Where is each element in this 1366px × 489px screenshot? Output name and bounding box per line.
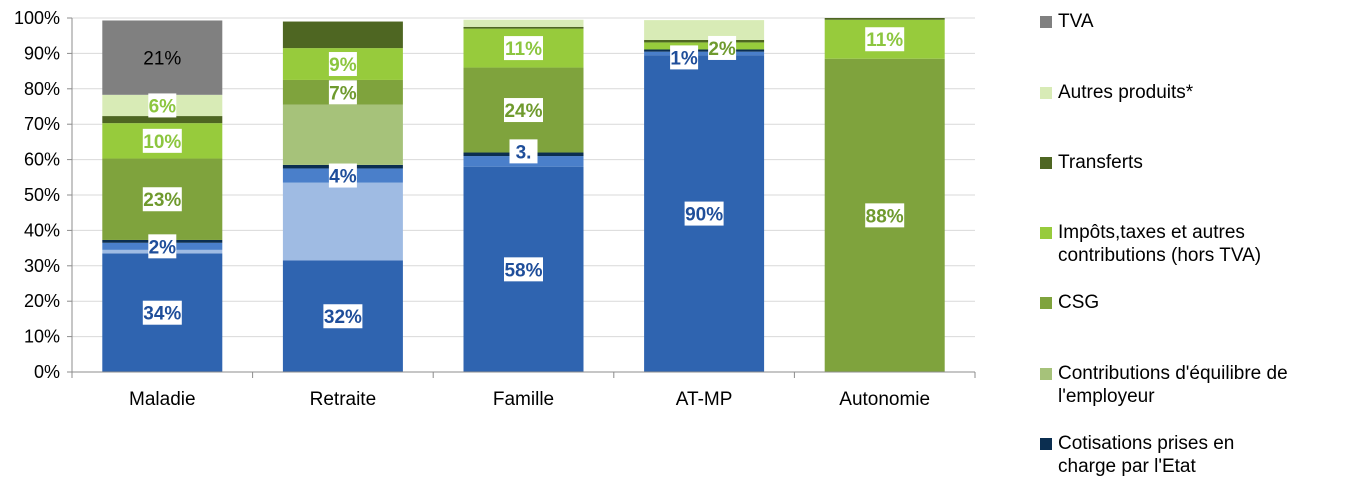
y-tick-label: 50% bbox=[24, 185, 60, 205]
data-label-background bbox=[670, 45, 699, 70]
data-label: 2% bbox=[708, 39, 736, 60]
bar-segment bbox=[644, 42, 765, 50]
data-label: 1% bbox=[670, 48, 698, 69]
legend-label-impots: Impôts,taxes et autres contributions (ho… bbox=[1058, 222, 1262, 266]
data-label-background bbox=[504, 257, 543, 282]
bar-segment bbox=[644, 39, 765, 43]
legend-label-transferts: Transferts bbox=[1058, 152, 1143, 173]
legend-swatch-csg bbox=[1040, 297, 1052, 309]
data-label: 2% bbox=[149, 237, 177, 258]
data-label: 32% bbox=[324, 307, 362, 328]
bar-segment bbox=[463, 26, 584, 29]
data-label-background bbox=[148, 93, 177, 118]
data-label: 7% bbox=[329, 83, 357, 104]
bar-segment bbox=[102, 20, 223, 95]
legend-label-contributions-employeur: Contributions d'équilibre de l'employeur bbox=[1058, 363, 1288, 407]
data-label-background bbox=[708, 35, 737, 60]
data-label: 11% bbox=[505, 39, 542, 60]
data-label-background bbox=[328, 52, 357, 77]
bar-segment bbox=[644, 20, 765, 40]
legend-swatch-contributions-employeur bbox=[1040, 368, 1052, 380]
x-tick-label: Famille bbox=[493, 389, 554, 410]
data-label-background bbox=[684, 201, 724, 226]
data-label: 6% bbox=[149, 96, 177, 117]
data-label-background bbox=[865, 27, 905, 52]
data-label-background bbox=[504, 36, 543, 61]
bar-segment bbox=[102, 116, 223, 124]
data-label-background bbox=[323, 304, 363, 329]
x-tick-label: Autonomie bbox=[839, 389, 930, 410]
stacked-bar-chart: 0% 10% 20% 30% 40% 50% 60% 70% 80% 90% 100% 34% 2% 2… bbox=[14, 8, 976, 410]
data-label: 4% bbox=[329, 167, 357, 188]
data-label-background bbox=[142, 187, 182, 212]
bar-segment bbox=[282, 182, 403, 261]
x-tick-label: Maladie bbox=[129, 389, 196, 410]
y-tick-label: 30% bbox=[24, 256, 60, 276]
bar-segment bbox=[644, 49, 765, 52]
data-label: 24% bbox=[504, 101, 542, 122]
bar-segment bbox=[824, 18, 945, 20]
data-label-background bbox=[509, 139, 538, 164]
x-axis: Maladie Retraite Famille AT-MP Autonomie bbox=[71, 371, 976, 410]
y-tick-label: 70% bbox=[24, 114, 60, 134]
y-tick-label: 20% bbox=[24, 291, 60, 311]
data-label: 11% bbox=[866, 30, 903, 51]
data-labels: 34% 2% 23% 10% 6% 21% 32% 4% 7% 9% 58% 3. 24% 11% 90% 1… bbox=[142, 27, 905, 329]
data-label-background bbox=[142, 128, 182, 153]
legend-swatch-impots bbox=[1040, 227, 1052, 239]
data-label-background bbox=[865, 203, 905, 228]
data-label: 23% bbox=[143, 190, 181, 211]
legend-item-contributions-employeur: Contributions d'équilibre de l'employeur bbox=[1040, 362, 1318, 408]
data-label: 3. bbox=[516, 142, 532, 163]
data-label: 34% bbox=[143, 304, 181, 325]
y-tick-label: 60% bbox=[24, 150, 60, 170]
y-axis: 0% 10% 20% 30% 40% 50% 60% 70% 80% 90% 100% bbox=[14, 8, 73, 382]
x-tick-label: AT-MP bbox=[676, 389, 733, 410]
y-tick-label: 0% bbox=[34, 362, 60, 382]
data-label: 58% bbox=[504, 260, 542, 281]
data-label-background bbox=[148, 234, 177, 259]
legend-label-autres-produits: Autres produits* bbox=[1058, 82, 1194, 103]
data-label: 88% bbox=[866, 206, 904, 227]
legend-swatch-autres-produits bbox=[1040, 87, 1052, 99]
bar-segment bbox=[644, 51, 765, 56]
legend-item-csg: CSG bbox=[1040, 291, 1328, 314]
legend-item-cotisations-etat: Cotisations prises en charge par l'Etat bbox=[1040, 432, 1288, 478]
legend-item-impots: Impôts,taxes et autres contributions (ho… bbox=[1040, 221, 1298, 267]
legend-swatch-tva bbox=[1040, 16, 1052, 28]
y-tick-label: 10% bbox=[24, 327, 60, 347]
legend-swatch-cotisations-etat bbox=[1040, 438, 1052, 450]
data-label-background bbox=[504, 98, 543, 123]
legend-item-transferts: Transferts bbox=[1040, 151, 1328, 174]
legend-label-tva: TVA bbox=[1058, 11, 1094, 32]
bar-segment bbox=[282, 104, 403, 165]
y-tick-label: 40% bbox=[24, 220, 60, 240]
y-tick-label: 100% bbox=[14, 8, 60, 28]
bar-segment bbox=[282, 21, 403, 49]
data-label: 21% bbox=[143, 49, 181, 70]
legend-item-tva: TVA bbox=[1040, 10, 1328, 33]
data-label: 9% bbox=[329, 55, 357, 76]
data-label-background bbox=[328, 163, 357, 188]
data-label: 10% bbox=[143, 132, 181, 153]
y-tick-label: 90% bbox=[24, 43, 60, 63]
bar-segment bbox=[463, 19, 584, 27]
legend-label-cotisations-etat: Cotisations prises en charge par l'Etat bbox=[1058, 433, 1235, 477]
data-label-background bbox=[328, 80, 357, 105]
legend-item-autres-produits: Autres produits* bbox=[1040, 81, 1328, 104]
legend-swatch-transferts bbox=[1040, 157, 1052, 169]
x-tick-label: Retraite bbox=[310, 389, 377, 410]
data-label-background bbox=[142, 300, 182, 325]
data-label: 90% bbox=[685, 205, 723, 226]
legend-label-csg: CSG bbox=[1058, 292, 1100, 313]
legend: TVA Autres produits* Transferts Impôts,t… bbox=[1040, 0, 1360, 489]
y-tick-label: 80% bbox=[24, 79, 60, 99]
